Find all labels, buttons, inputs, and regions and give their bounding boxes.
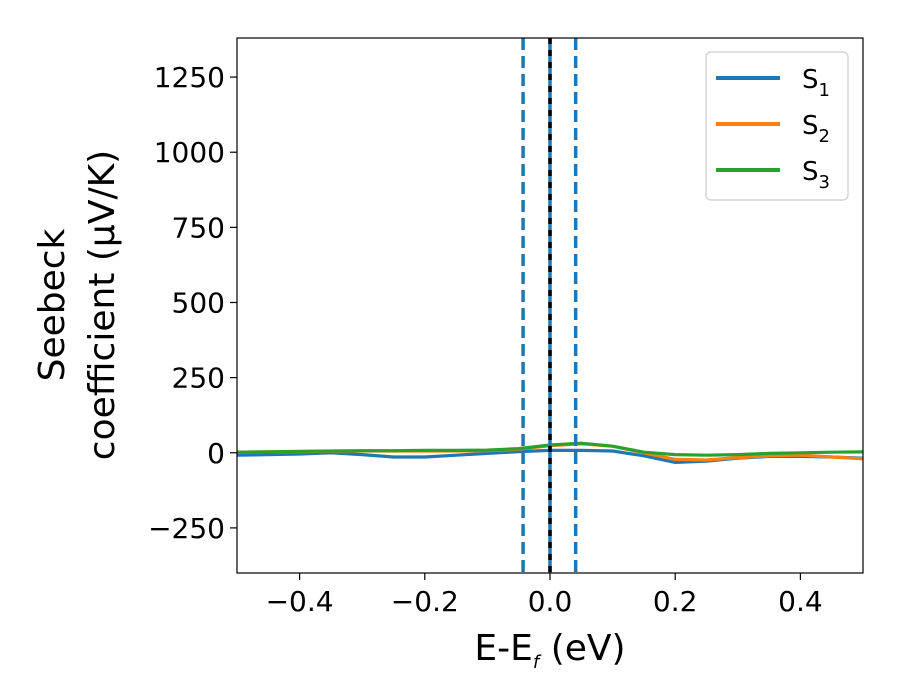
y-tick-label-6: 1250: [154, 61, 225, 94]
legend: S1 S2 S3: [705, 51, 849, 201]
plot-area: [237, 38, 863, 573]
y-axis-title: Seebeck coefficient (μV/K): [32, 150, 123, 460]
y-axis-title-line2: coefficient (μV/K): [82, 150, 123, 460]
legend-label-s1: S1: [802, 65, 830, 101]
legend-label-s2: S2: [802, 111, 830, 147]
y-axis-title-line1: Seebeck: [32, 228, 73, 381]
legend-entry-s2: S2: [716, 111, 830, 147]
legend-label-s3: S3: [802, 157, 830, 193]
x-tick-label-4: 0.4: [778, 585, 823, 618]
legend-entry-s3: S3: [716, 157, 830, 193]
y-tick-label-2: 250: [172, 362, 225, 395]
y-tick-label-3: 500: [172, 286, 225, 319]
x-tick-label-3: 0.2: [653, 585, 698, 618]
legend-entry-s1: S1: [716, 65, 830, 101]
chart-axes: −0.4 −0.2 0.0 0.2 0.4 −250 0 250 500 750 1000 1250: [148, 37, 864, 618]
x-tick-label-0: −0.4: [266, 585, 334, 618]
y-tick-label-0: −250: [148, 512, 225, 545]
y-tick-label-5: 1000: [154, 136, 225, 169]
x-tick-label-1: −0.2: [391, 585, 459, 618]
y-tick-label-1: 0: [207, 437, 225, 470]
chart-marks: [237, 38, 863, 573]
y-tick-label-4: 750: [172, 211, 225, 244]
x-tick-label-2: 0.0: [528, 585, 573, 618]
x-axis-title: E-Ef (eV): [474, 628, 625, 673]
